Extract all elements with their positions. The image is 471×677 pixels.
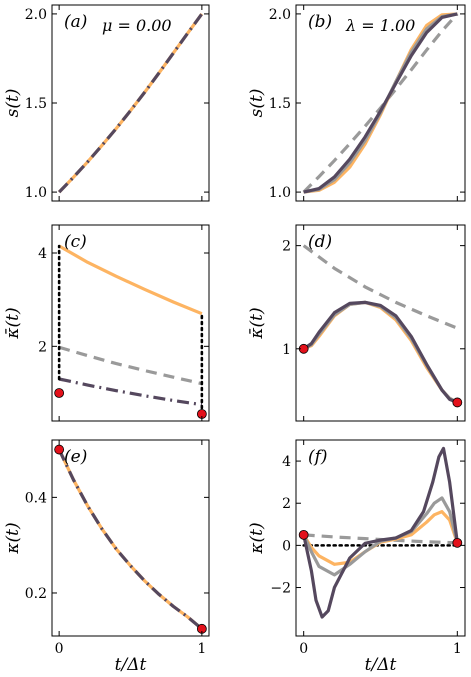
y-tick-label: 1.5 (25, 96, 47, 112)
x-axis-label: t/Δt (365, 655, 397, 675)
series-dark-dashdot-2 (58, 377, 203, 407)
y-tick-label: 1.0 (269, 185, 291, 201)
boundary-point-0 (298, 529, 309, 540)
x-tick-label: 0 (299, 641, 308, 657)
y-tick-label: 4 (282, 454, 291, 470)
panel-b: 1.0 1.5 2.0 s(t) (b) λ = 1.00 (247, 4, 466, 202)
y-tick-label: 1.0 (25, 185, 47, 201)
boundary-point-0 (54, 388, 65, 398)
series-dark-solid-3 (302, 300, 458, 404)
y-axis-label: κ(t) (3, 522, 23, 554)
y-tick-label: 1.5 (269, 96, 291, 112)
axes-frame (51, 224, 210, 422)
y-tick-label: 0.2 (25, 586, 47, 602)
panel-c: 2 4 κ̄(t) (c) (3, 224, 210, 422)
panel-f: 0 1 −2 0 2 4 κ(t) (f) t/Δt (247, 439, 466, 675)
series-dark-dashdot-1 (57, 448, 203, 631)
panel-d: 1 2 κ̄(t) (d) (247, 224, 466, 422)
panel-e: 0 1 0.2 0.4κ(t) (e) t/Δt (3, 439, 210, 675)
boundary-point-0 (54, 444, 65, 455)
axes-frame (295, 224, 466, 422)
x-tick-label: 1 (197, 641, 206, 657)
x-tick-label: 1 (453, 641, 462, 657)
series-gray-dashed-0 (302, 244, 458, 330)
boundary-point-1 (452, 537, 463, 548)
panel-a: 1.0 1.5 2.0 s(t) (a) μ = 0.00 (3, 4, 210, 202)
y-axis-label: κ̄(t) (247, 307, 267, 339)
y-axis-label: s(t) (247, 89, 267, 118)
series-gray-dashed-0 (302, 12, 459, 194)
panel-label: (e) (64, 447, 87, 467)
series-orange-solid-0 (57, 448, 203, 631)
y-tick-label: 4 (38, 246, 47, 262)
y-tick-label: 0.4 (25, 490, 47, 506)
y-tick-label: 0 (282, 538, 291, 554)
panel-label: (b) (308, 12, 332, 32)
y-tick-label: 2 (282, 496, 291, 512)
series-dark-dashdot-1 (57, 12, 204, 194)
y-tick-label: 2.0 (269, 7, 291, 23)
parameter-annotation: μ = 0.00 (102, 16, 172, 35)
x-tick-label: 0 (55, 641, 64, 657)
axes-frame (295, 439, 466, 637)
series-dark-solid-4 (302, 446, 459, 619)
series-orange-solid-0 (58, 244, 203, 316)
axes-frame (51, 439, 210, 637)
panel-label: (a) (64, 12, 87, 32)
parameter-annotation: λ = 1.00 (345, 16, 415, 35)
y-tick-label: 2 (282, 239, 291, 255)
y-axis-label: κ(t) (247, 522, 267, 554)
y-axis-label: s(t) (3, 89, 23, 118)
series-gray-dashed-1 (58, 345, 203, 386)
y-tick-label: 1 (282, 342, 291, 358)
panel-label: (f) (308, 447, 328, 467)
boundary-point-1 (452, 397, 463, 408)
x-axis-label: t/Δt (115, 655, 147, 675)
y-tick-label: 2 (38, 339, 47, 355)
series-dark-solid-3 (303, 12, 458, 194)
y-tick-label: 2.0 (25, 7, 47, 23)
y-tick-label: −2 (270, 581, 291, 597)
panel-label: (d) (308, 232, 332, 252)
y-axis-label: κ̄(t) (3, 307, 23, 339)
panel-label: (c) (64, 232, 87, 252)
